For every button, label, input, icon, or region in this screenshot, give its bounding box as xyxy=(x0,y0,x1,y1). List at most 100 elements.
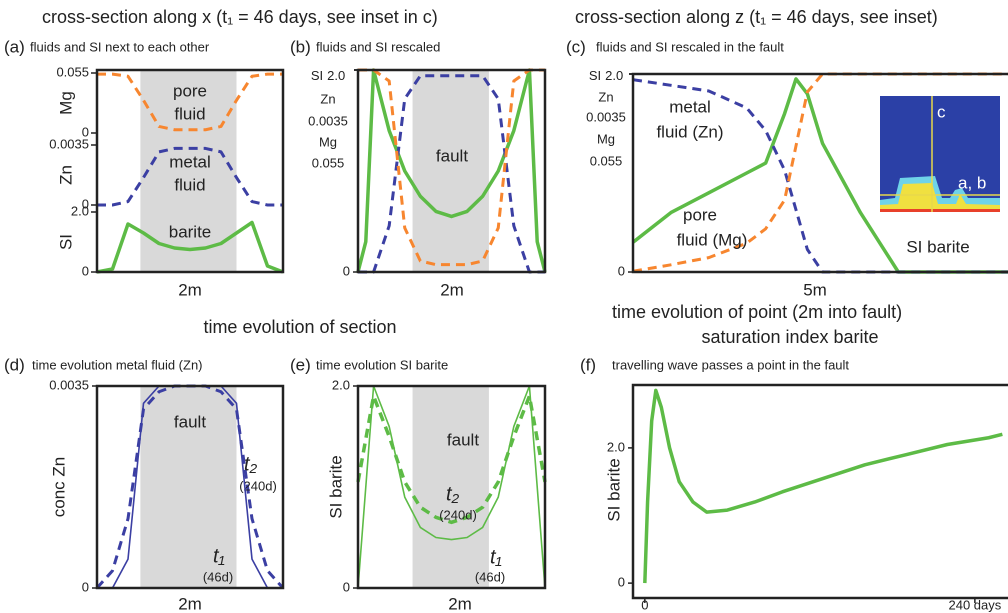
fault-label: fault xyxy=(436,146,468,165)
y-axis-label: SI barite xyxy=(326,455,345,518)
y-axis-label: Mg xyxy=(56,91,75,115)
data-line xyxy=(356,68,547,273)
x-tick-label: 240 days xyxy=(948,597,1001,612)
curve-label: pore xyxy=(683,205,717,224)
panel-label: (d) xyxy=(4,355,25,374)
time-label: (240d) xyxy=(439,507,477,522)
y-tick-label: 2.0 xyxy=(327,68,345,83)
fault-zone xyxy=(412,386,489,588)
heading: cross-section along z (t₁ = 46 days, see… xyxy=(575,7,938,27)
y-tick-label: 0 xyxy=(618,575,625,590)
fault-label: fault xyxy=(174,412,206,431)
time-label: (46d) xyxy=(203,569,233,584)
x-tick-label: 0 xyxy=(641,597,648,612)
panel-title: time evolution SI barite xyxy=(316,357,448,372)
x-axis-label: 2m xyxy=(178,594,202,613)
series-name: Mg xyxy=(319,134,337,149)
inset: c a, b xyxy=(880,96,1000,212)
data-line xyxy=(643,388,1003,584)
fault-zone xyxy=(140,70,237,272)
plot-frame xyxy=(95,68,285,274)
y-tick-label: 0 xyxy=(618,263,625,278)
panel-title: fluids and SI next to each other xyxy=(30,39,210,54)
x-axis-label: 5m xyxy=(803,280,827,299)
inset-core xyxy=(880,183,1000,212)
inset-label: c xyxy=(937,102,946,121)
curve-label: fluid (Zn) xyxy=(656,122,723,141)
fault-label: fault xyxy=(447,430,479,449)
curve-label: metal xyxy=(669,97,711,116)
time-label: t₂ xyxy=(244,453,258,475)
time-label: t₁ xyxy=(213,545,225,567)
panel-title: fluids and SI rescaled xyxy=(316,39,440,54)
time-label: (240d) xyxy=(239,478,277,493)
y-tick-label: 2.0 xyxy=(605,68,623,83)
series-name: Zn xyxy=(320,91,335,106)
y-tick-label: 0 xyxy=(82,124,89,139)
time-label: (46d) xyxy=(475,569,505,584)
curve-label: fluid xyxy=(174,104,205,123)
plot-frame xyxy=(356,384,547,590)
y-tick-label: 0.055 xyxy=(56,64,89,79)
y-tick-label: 0.0035 xyxy=(586,109,626,124)
panel-label: (c) xyxy=(566,37,586,56)
series-name: SI xyxy=(311,68,323,83)
y-tick-label: 2.0 xyxy=(332,377,350,392)
data-line xyxy=(356,394,547,525)
panel-label: (e) xyxy=(290,355,311,374)
curve-label: fluid (Mg) xyxy=(677,230,748,249)
panel-title: travelling wave passes a point in the fa… xyxy=(612,357,849,372)
x-axis-label: 2m xyxy=(440,280,464,299)
data-line xyxy=(97,72,283,132)
plot-frame xyxy=(631,72,1008,274)
data-line xyxy=(358,74,545,274)
y-tick-label: 0 xyxy=(82,196,89,211)
data-line xyxy=(96,220,284,274)
y-tick-label: SI 2.0 xyxy=(589,68,623,83)
y-tick-label: 2.0 xyxy=(71,203,89,218)
plot-frame xyxy=(95,384,285,590)
series-name: SI xyxy=(589,68,601,83)
plot-frame xyxy=(356,68,547,274)
y-axis-label: conc Zn xyxy=(49,457,68,517)
panel-label: (a) xyxy=(4,37,25,56)
y-tick-label: 0 xyxy=(343,263,350,278)
fault-zone xyxy=(140,386,237,588)
y-tick-label: 0.055 xyxy=(590,153,623,168)
series-name: Mg xyxy=(597,131,615,146)
y-tick-label: 0.0035 xyxy=(49,136,89,151)
heading: time evolution of point (2m into fault) xyxy=(612,302,902,322)
y-tick-label: 0.0035 xyxy=(49,377,89,392)
heading: saturation index barite xyxy=(701,327,878,347)
curve-label: SI barite xyxy=(906,237,969,256)
y-tick-label: 0 xyxy=(343,579,350,594)
y-axis-label: SI barite xyxy=(604,458,623,521)
x-axis-label: 2m xyxy=(448,594,472,613)
y-tick-label: 0 xyxy=(82,263,89,278)
curve-label: pore xyxy=(173,81,207,100)
inset-label: a, b xyxy=(958,173,986,192)
plot-frame xyxy=(631,383,1008,600)
data-line xyxy=(632,72,1008,273)
y-tick-label: SI 2.0 xyxy=(311,68,345,83)
y-tick-label: 0.055 xyxy=(312,155,345,170)
series-name: Zn xyxy=(598,89,613,104)
data-line xyxy=(97,146,283,207)
curve-label: barite xyxy=(169,222,212,241)
curve-label: fluid xyxy=(174,175,205,194)
heading: cross-section along x (t₁ = 46 days, see… xyxy=(42,7,438,27)
y-axis-label: SI xyxy=(56,234,75,250)
fault-zone xyxy=(412,70,489,272)
time-label: t₁ xyxy=(490,546,502,568)
data-line xyxy=(358,68,545,267)
curve-label: metal xyxy=(169,152,211,171)
y-tick-label: 0.0035 xyxy=(308,113,348,128)
panel-label: (b) xyxy=(290,37,311,56)
time-label: t₂ xyxy=(446,483,460,505)
panel-title: time evolution metal fluid (Zn) xyxy=(32,357,203,372)
y-axis-label: Zn xyxy=(56,165,75,185)
y-tick-label: 0 xyxy=(82,579,89,594)
panel-title: fluids and SI rescaled in the fault xyxy=(596,39,784,54)
